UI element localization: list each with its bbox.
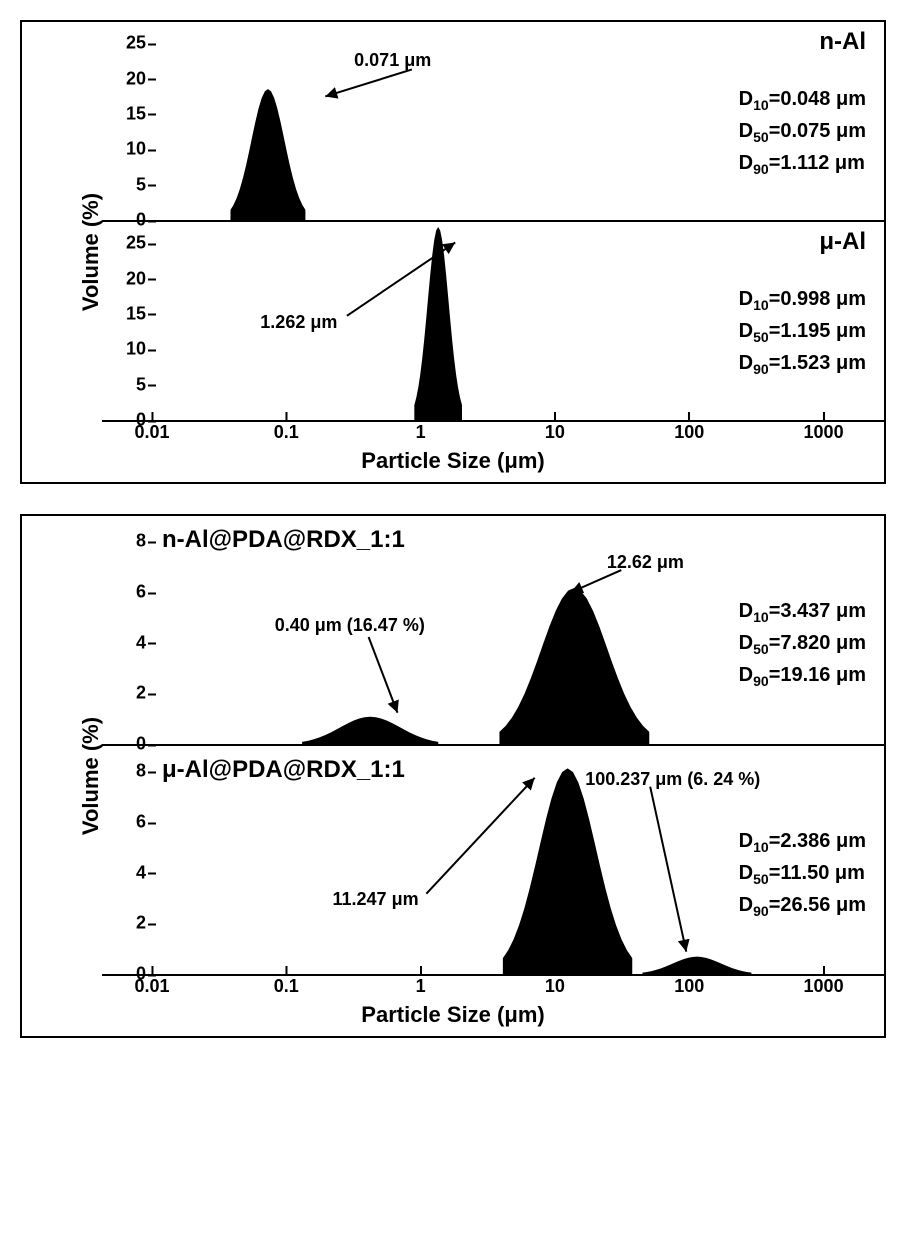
d50-line: D50=0.075 μm — [739, 116, 866, 148]
stats-block: D10=0.048 μm D50=0.075 μm D90=1.112 μm — [739, 84, 866, 180]
d90-value: 1.112 μm — [780, 152, 865, 174]
d10-value: 0.048 μm — [780, 88, 866, 110]
panel-group-1: Volume (%) 0510152025 0.071 μm n-Al D10=… — [20, 20, 886, 484]
subpanel-mu-al: 0510152025 1.262 μm μ-Al D10=0.998 μm D5… — [102, 222, 884, 422]
x-tick: 0.1 — [274, 422, 299, 443]
x-axis-label: Particle Size (μm) — [361, 448, 544, 474]
annotation-arrow — [347, 242, 455, 315]
d10-line: D10=0.998 μm — [739, 284, 866, 316]
d50-value: 7.820 μm — [780, 632, 866, 654]
d10-value: 2.386 μm — [780, 830, 866, 852]
annotation-label: 0.071 μm — [354, 50, 431, 71]
subpanel-n-al-pda-rdx: 02468 0.40 μm (16.47 %)12.62 μm n-Al@PDA… — [102, 516, 884, 746]
y-axis-label: Volume (%) — [78, 717, 104, 835]
y-tick: 5 — [136, 374, 146, 395]
annotation-label: 100.237 μm (6. 24 %) — [585, 769, 760, 790]
y-tick: 25 — [126, 33, 146, 54]
distribution-peak — [302, 717, 438, 744]
figure-root: Volume (%) 0510152025 0.071 μm n-Al D10=… — [20, 20, 886, 1038]
annotation-label: 0.40 μm (16.47 %) — [275, 615, 425, 636]
y-ticks: 02468 — [102, 516, 150, 744]
x-axis-label: Particle Size (μm) — [361, 1002, 544, 1028]
annotation-arrow — [369, 637, 398, 713]
d90-line: D90=26.56 μm — [739, 890, 866, 922]
d50-value: 11.50 μm — [780, 862, 865, 884]
d90-value: 26.56 μm — [780, 894, 866, 916]
x-tick: 10 — [545, 422, 565, 443]
d50-line: D50=1.195 μm — [739, 316, 866, 348]
distribution-peak — [642, 957, 751, 974]
y-tick: 2 — [136, 683, 146, 704]
stats-block: D10=0.998 μm D50=1.195 μm D90=1.523 μm — [739, 284, 866, 380]
d10-line: D10=2.386 μm — [739, 826, 866, 858]
x-tick: 1 — [416, 422, 426, 443]
panel-title: μ-Al@PDA@RDX_1:1 — [162, 756, 405, 784]
y-tick: 8 — [136, 531, 146, 552]
y-tick: 10 — [126, 339, 146, 360]
d10-value: 3.437 μm — [780, 600, 866, 622]
d50-value: 0.075 μm — [780, 120, 866, 142]
subpanel-n-al: 0510152025 0.071 μm n-Al D10=0.048 μm D5… — [102, 22, 884, 222]
d50-line: D50=7.820 μm — [739, 628, 866, 660]
x-tick: 10 — [545, 976, 565, 997]
y-tick: 5 — [136, 174, 146, 195]
annotation-arrow — [650, 787, 686, 952]
y-tick: 20 — [126, 268, 146, 289]
d50-value: 1.195 μm — [780, 320, 866, 342]
panel-title: n-Al — [819, 28, 866, 56]
distribution-peak — [414, 227, 462, 420]
d10-line: D10=0.048 μm — [739, 84, 866, 116]
y-tick: 10 — [126, 139, 146, 160]
y-tick: 6 — [136, 582, 146, 603]
annotation-arrow — [571, 570, 622, 592]
y-axis-label: Volume (%) — [78, 193, 104, 311]
y-tick: 25 — [126, 233, 146, 254]
x-tick: 0.1 — [274, 976, 299, 997]
stats-block: D10=2.386 μm D50=11.50 μm D90=26.56 μm — [739, 826, 866, 922]
d10-line: D10=3.437 μm — [739, 596, 866, 628]
panel-group-2: Volume (%) 02468 0.40 μm (16.47 %)12.62 … — [20, 514, 886, 1038]
distribution-peak — [499, 588, 649, 744]
y-ticks: 0510152025 — [102, 222, 150, 420]
x-tick: 100 — [674, 422, 704, 443]
d10-value: 0.998 μm — [780, 288, 866, 310]
panel-title: n-Al@PDA@RDX_1:1 — [162, 526, 405, 554]
y-tick: 6 — [136, 812, 146, 833]
distribution-peak — [230, 89, 305, 220]
distribution-peak — [503, 768, 632, 974]
x-tick: 0.01 — [134, 422, 169, 443]
y-tick: 4 — [136, 632, 146, 653]
annotation-label: 1.262 μm — [260, 312, 337, 333]
y-tick: 20 — [126, 68, 146, 89]
annotation-label: 11.247 μm — [333, 889, 419, 910]
y-tick: 2 — [136, 913, 146, 934]
x-tick: 1000 — [804, 422, 844, 443]
y-tick: 15 — [126, 303, 146, 324]
d90-line: D90=1.523 μm — [739, 348, 866, 380]
x-tick: 100 — [674, 976, 704, 997]
d90-value: 1.523 μm — [780, 352, 866, 374]
stats-block: D10=3.437 μm D50=7.820 μm D90=19.16 μm — [739, 596, 866, 692]
panel-title: μ-Al — [819, 228, 866, 256]
annotation-arrow — [426, 778, 534, 894]
d90-line: D90=1.112 μm — [739, 148, 866, 180]
d50-line: D50=11.50 μm — [739, 858, 866, 890]
annotation-label: 12.62 μm — [607, 552, 684, 573]
d90-value: 19.16 μm — [780, 664, 866, 686]
x-tick: 1 — [416, 976, 426, 997]
x-tick: 1000 — [804, 976, 844, 997]
subpanel-mu-al-pda-rdx: 02468 11.247 μm100.237 μm (6. 24 %) μ-Al… — [102, 746, 884, 976]
y-ticks: 0510152025 — [102, 22, 150, 220]
y-tick: 8 — [136, 761, 146, 782]
y-ticks: 02468 — [102, 746, 150, 974]
y-tick: 15 — [126, 103, 146, 124]
x-tick: 0.01 — [134, 976, 169, 997]
annotation-arrow — [325, 69, 412, 96]
d90-line: D90=19.16 μm — [739, 660, 866, 692]
y-tick: 4 — [136, 862, 146, 883]
